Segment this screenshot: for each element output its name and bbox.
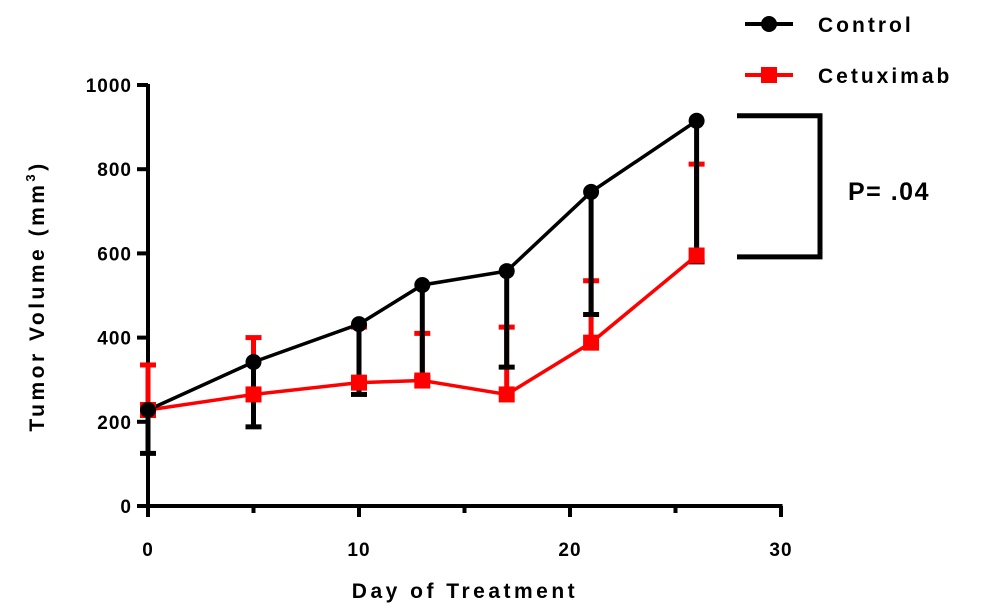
- cetuximab-point: [498, 386, 515, 403]
- x-tick-label: 10: [347, 540, 370, 561]
- cetuximab-point: [583, 334, 600, 351]
- control-point: [498, 263, 515, 280]
- y-tick-label: 200: [97, 413, 132, 434]
- legend: Control Cetuximab: [745, 14, 952, 88]
- cetuximab-point: [688, 247, 705, 264]
- series-markers: [140, 112, 705, 419]
- control-point: [688, 112, 705, 129]
- y-axis-title-main: Tumor Volume (mm: [26, 182, 49, 432]
- legend-label-control: Control: [818, 14, 914, 37]
- y-axis-title-sup: 3: [23, 171, 38, 182]
- y-axis-title-close: ): [26, 160, 49, 171]
- cetuximab-point: [245, 386, 262, 403]
- control-point: [245, 354, 262, 371]
- axes: [146, 84, 783, 508]
- control-point: [351, 316, 367, 333]
- y-tick-label: 400: [97, 329, 132, 350]
- ticks: 0 200 400 600 800 1000 0 10 20 30: [86, 76, 792, 561]
- control-point: [583, 183, 600, 200]
- control-point: [140, 402, 156, 419]
- p-value-label: P= .04: [848, 178, 930, 206]
- significance-bracket: [737, 113, 823, 260]
- cetuximab-point: [351, 374, 367, 391]
- x-axis-title: Day of Treatment: [352, 580, 578, 603]
- x-tick-label: 0: [142, 540, 154, 561]
- legend-label-cetuximab: Cetuximab: [818, 65, 952, 88]
- x-tick-label: 20: [558, 540, 581, 561]
- legend-marker-control: [761, 16, 777, 32]
- significance-annotation: P= .04: [737, 113, 930, 260]
- control-point: [414, 276, 431, 293]
- y-tick-label: 0: [120, 497, 132, 518]
- cetuximab-point: [414, 372, 431, 389]
- y-tick-label: 800: [97, 160, 132, 181]
- y-axis-title: Tumor Volume (mm3): [23, 160, 49, 431]
- y-tick-label: 1000: [86, 76, 132, 97]
- legend-marker-cetuximab: [761, 67, 777, 83]
- x-tick-label: 30: [769, 540, 792, 561]
- y-tick-label: 600: [97, 244, 132, 265]
